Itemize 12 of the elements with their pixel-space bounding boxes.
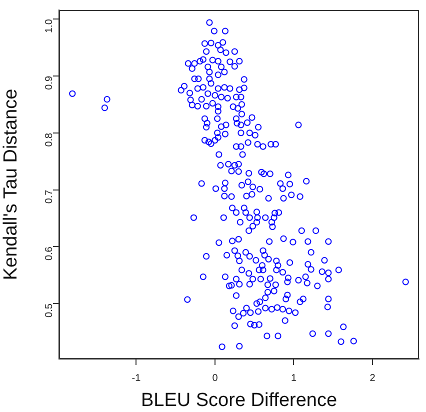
y-tick-label: 0.9: [44, 76, 55, 90]
x-tick-label: 1: [290, 372, 297, 384]
y-tick-label: 0.6: [44, 246, 55, 261]
y-tick-label: 0.7: [44, 189, 55, 204]
x-axis-title: BLEU Score Difference: [140, 390, 338, 411]
y-tick-label: 0.5: [44, 303, 55, 318]
y-tick-label: 0.8: [44, 132, 55, 147]
x-tick-label: 2: [370, 372, 376, 384]
y-tick-label: 1.0: [44, 18, 55, 34]
x-tick-label: 0: [212, 372, 218, 384]
x-tick-label: -1: [132, 372, 142, 384]
y-axis-title: Kendall's Tau Distance: [0, 88, 22, 280]
